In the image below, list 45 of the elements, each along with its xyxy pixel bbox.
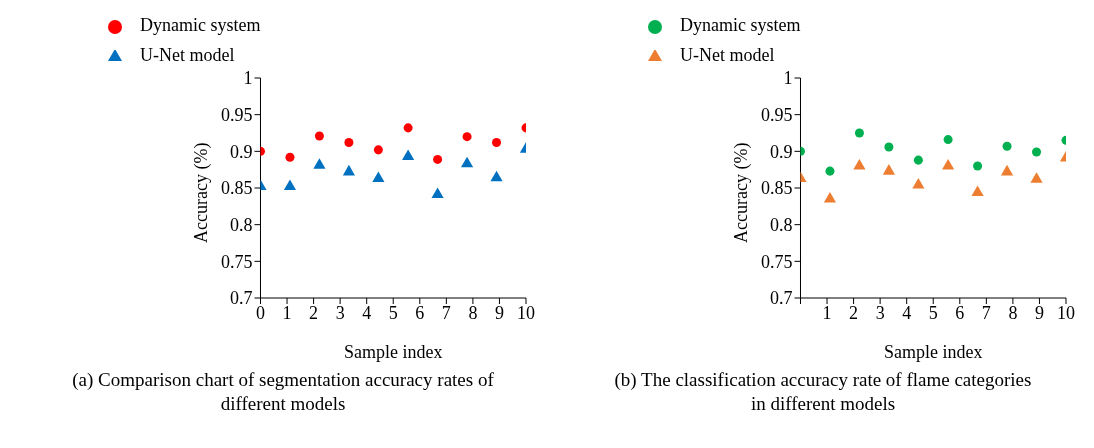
text: (a) Comparison chart of segmentation accuracy rates of different models [71,368,495,416]
y-tick-label: 0.95 [760,105,793,126]
y-tick-label: 0.75 [760,251,793,272]
x-tick-label: 1 [282,302,292,323]
legend-label: U-Net model [140,45,235,65]
x-tick-label: 7 [441,302,451,323]
y-tick-label: 1 [783,68,793,89]
y-axis-title: Accuracy (%) [190,142,212,243]
x-tick-label: 9 [494,302,504,323]
y-tick-label: 0.95 [220,105,253,126]
x-tick-label: 4 [902,302,912,323]
x-tick-label: 10 [1057,302,1075,323]
legend-label: U-Net model [680,45,775,65]
y-tick-label: 0.75 [220,251,253,272]
x-tick-label: 5 [928,302,938,323]
y-tick-label: 0.8 [229,215,253,236]
x-tick-label: 7 [981,302,991,323]
y-tick-label: 0.9 [229,141,253,162]
y-tick-label: 0.85 [760,178,793,199]
legend-label: Dynamic system [140,15,261,35]
x-tick-label: 6 [955,302,965,323]
y-tick-label: 0.7 [229,288,253,309]
x-tick-label: 3 [335,302,345,323]
y-tick-label: 1 [243,68,253,89]
x-tick-label: 0 [255,302,265,323]
x-tick-label: 9 [1034,302,1044,323]
x-axis-title: Sample index [344,342,443,362]
y-tick-label: 0.9 [769,141,793,162]
legend-label: Dynamic system [680,15,801,35]
text: (b) The classification accuracy rate of flame categories in different models [613,368,1033,416]
x-tick-label: 6 [415,302,425,323]
x-tick-label: 2 [309,302,319,323]
x-tick-label: 5 [388,302,398,323]
x-tick-label: 4 [362,302,372,323]
x-tick-label: 10 [517,302,535,323]
x-tick-label: 8 [468,302,478,323]
y-tick-label: 0.85 [220,178,253,199]
x-tick-label: 2 [849,302,859,323]
x-tick-label: 1 [822,302,832,323]
y-tick-label: 0.8 [769,215,793,236]
y-tick-label: 0.7 [769,288,793,309]
x-tick-label: 3 [875,302,885,323]
x-tick-label: 8 [1008,302,1018,323]
x-axis-title: Sample index [884,342,983,362]
y-axis-title: Accuracy (%) [730,142,752,243]
